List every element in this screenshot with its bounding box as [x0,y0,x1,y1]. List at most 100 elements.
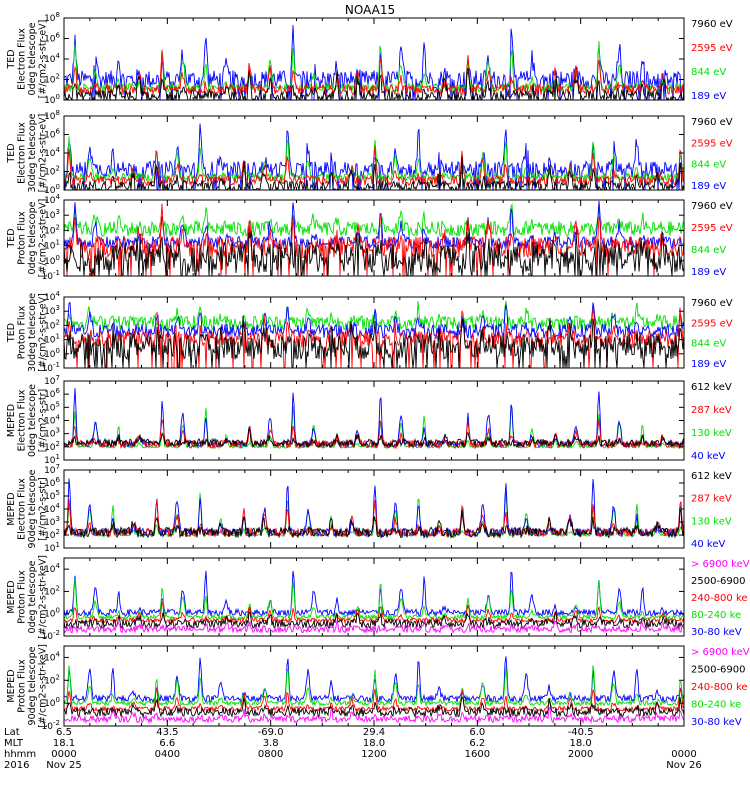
legend-entry: 40 keV [691,451,725,462]
series-trace-3 [64,49,684,97]
series-trace-3 [64,307,684,368]
legend-entry: 2500-6900 [691,576,746,587]
series-trace-3 [64,146,684,187]
x-row-label: MLT [4,738,24,749]
y-axis-label: MEPEDElectron Flux90deg telescope[#/cm2-… [6,469,49,548]
y-axis-label: TEDProton Flux0deg telescope[#/cm2-s-str… [6,199,49,278]
legend-entry: > 6900 keV [691,559,750,570]
legend-entry: 287 keV [691,494,732,505]
y-axis-label: MEPEDProton Flux0deg telescope[#/cm2-s-s… [6,555,49,639]
legend-entry: 30-80 keV [691,717,742,728]
series-trace-2 [64,665,684,708]
x-tick-label: 18.0 [570,738,592,749]
legend-entry: > 6900 keV [691,647,750,658]
x-tick-label: 18.0 [363,738,385,749]
x-tick-label: 6.0 [469,727,485,738]
x-row-label: 2016 [4,760,29,771]
x-tick-label: 3.8 [263,738,279,749]
figure-title: NOAA15 [345,3,395,17]
y-axis-label: TEDElectron Flux30deg telescope[#/cm2-s-… [6,113,49,192]
x-tick-label: 6.6 [159,738,175,749]
x-tick-label: 18.1 [53,738,75,749]
legend-entry: 2595 eV [691,43,733,54]
x-row-label: hhmm [4,749,36,760]
series-trace-2 [64,578,684,621]
x-tick-label: 0000 [671,749,696,760]
legend-entry: 40 keV [691,539,725,550]
legend-entry: 844 eV [691,339,726,350]
legend-entry: 844 eV [691,160,726,171]
series-trace-4 [64,610,684,630]
x-tick-label: 1600 [465,749,490,760]
legend-entry: 30-80 keV [691,627,742,638]
x-tick-label: 0800 [258,749,283,760]
y-tick-label: 101 [44,541,60,554]
x-tick-label: -69.0 [258,727,284,738]
legend-entry: 2595 eV [691,223,733,234]
legend-entry: 189 eV [691,91,726,102]
series-trace-3 [64,601,684,625]
legend-entry: 612 keV [691,382,732,393]
series-trace-1 [64,300,684,332]
legend-entry: 287 keV [691,405,732,416]
series-trace-4 [64,230,684,276]
x-tick-label: Nov 26 [666,760,701,771]
x-tick-label: 29.4 [363,727,385,738]
legend-entry: 2595 eV [691,138,733,149]
legend-entry: 7960 eV [691,298,733,309]
legend-entry: 80-240 ke [691,610,741,621]
series-trace-4 [64,427,684,448]
y-tick-label: 107 [44,374,60,387]
legend-entry: 130 keV [691,516,732,527]
series-trace-4 [64,315,684,368]
series-trace-2 [64,301,684,340]
x-tick-label: Nov 25 [46,760,81,771]
legend-entry: 189 eV [691,359,726,370]
y-axis-label: TEDProton Flux30deg telescope[#/cm2-s-st… [6,293,49,372]
x-tick-label: 6.2 [469,738,485,749]
legend-entry: 130 keV [691,428,732,439]
x-tick-label: -40.5 [568,727,594,738]
series-trace-1 [64,406,684,450]
legend-entry: 240-800 ke [691,593,748,604]
series-trace-2 [64,388,684,449]
x-tick-label: 43.5 [156,727,178,738]
legend-entry: 189 eV [691,181,726,192]
x-tick-label: 6.5 [56,727,72,738]
series-trace-3 [64,203,684,276]
series-trace-2 [64,136,684,183]
legend-entry: 844 eV [691,245,726,256]
legend-entry: 2595 eV [691,318,733,329]
series-trace-4 [64,509,684,539]
x-tick-label: 0400 [155,749,180,760]
y-axis-label: MEPEDElectron Flux0deg telescope[#/cm2-s… [6,384,49,457]
legend-entry: 7960 eV [691,201,733,212]
legend-entry: 80-240 ke [691,700,741,711]
x-tick-label: 1200 [361,749,386,760]
y-axis-label: MEPEDProton Flux90deg telescope[#/cm2-s-… [6,644,49,728]
series-trace-1 [64,570,684,618]
series-trace-3 [64,688,684,713]
legend-entry: 189 eV [691,267,726,278]
y-axis-label: TEDElectron Flux0deg telescope[#/cm2-s-s… [6,20,49,99]
legend-entry: 844 eV [691,67,726,78]
x-tick-label: 0000 [51,749,76,760]
legend-entry: 7960 eV [691,19,733,30]
series-trace-1 [64,202,684,238]
legend-entry: 2500-6900 [691,665,746,676]
legend-entry: 612 keV [691,471,732,482]
legend-entry: 7960 eV [691,117,733,128]
x-row-label: Lat [4,727,20,738]
legend-entry: 240-800 ke [691,682,748,693]
x-tick-label: 2000 [568,749,593,760]
